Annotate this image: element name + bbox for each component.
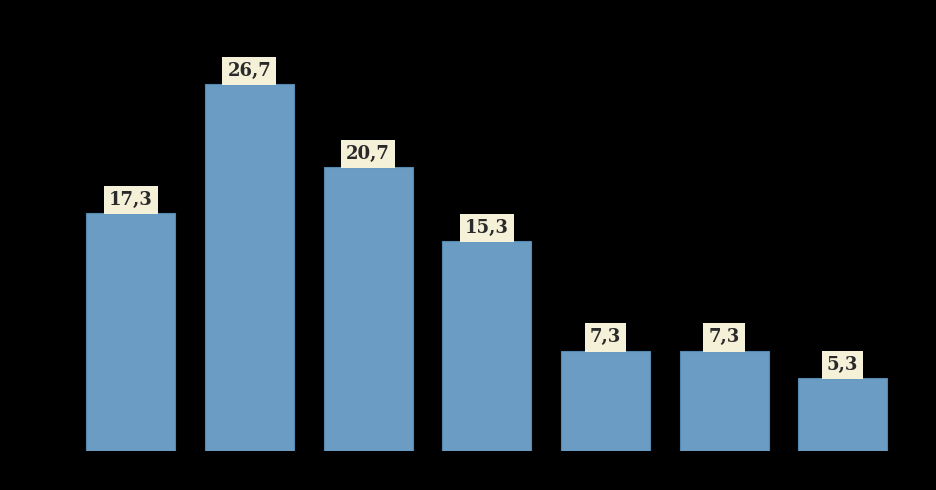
Bar — [324, 167, 413, 451]
Bar — [442, 241, 532, 451]
Text: 7,3: 7,3 — [709, 328, 739, 346]
Text: 5,3: 5,3 — [827, 356, 858, 374]
Text: 20,7: 20,7 — [346, 145, 390, 163]
Bar — [798, 378, 887, 451]
Bar — [205, 84, 294, 451]
Text: 7,3: 7,3 — [590, 328, 621, 346]
Text: 17,3: 17,3 — [109, 191, 153, 209]
Text: 15,3: 15,3 — [465, 219, 508, 237]
Text: 26,7: 26,7 — [227, 62, 271, 80]
Bar — [680, 351, 768, 451]
Bar — [86, 214, 175, 451]
Bar — [561, 351, 650, 451]
